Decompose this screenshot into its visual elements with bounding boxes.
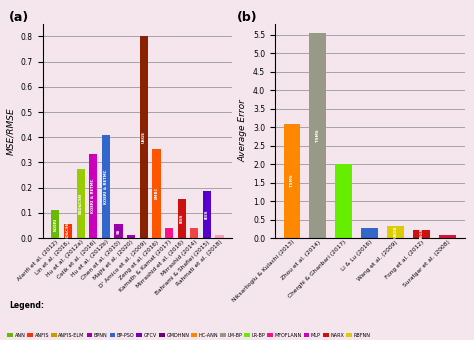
Text: ESD&CSN: ESD&CSN	[66, 221, 70, 241]
Bar	[152, 149, 161, 238]
Legend: ANN, ANFIS, ANFIS-ELM, BPNN, BP-PSO, GFCV, GMDHNN, HC-ANN, LM-BP, LR-BP, MFOFLAN: ANN, ANFIS, ANFIS-ELM, BPNN, BP-PSO, GFC…	[7, 333, 370, 338]
Bar	[140, 36, 148, 238]
Bar	[439, 235, 456, 238]
Text: KOERI: KOERI	[54, 218, 57, 231]
Bar	[76, 169, 85, 238]
Text: IEES: IEES	[205, 210, 209, 219]
Bar	[310, 33, 326, 238]
Bar	[203, 191, 211, 238]
Bar	[165, 228, 173, 238]
Bar	[114, 224, 123, 238]
Bar	[190, 228, 199, 238]
Text: IEES: IEES	[180, 214, 183, 223]
Text: KOERI & RETMC: KOERI & RETMC	[91, 178, 95, 213]
Text: EMBC: EMBC	[155, 187, 158, 200]
Text: KOERI & RETMC: KOERI & RETMC	[104, 169, 108, 204]
Bar	[102, 135, 110, 238]
Bar	[387, 226, 404, 238]
Text: USGS: USGS	[142, 131, 146, 143]
Text: USGS: USGS	[419, 228, 424, 240]
Bar	[336, 164, 352, 238]
Bar	[413, 230, 430, 238]
Text: (a): (a)	[9, 11, 29, 24]
Text: SS: SS	[117, 228, 120, 234]
Bar	[127, 236, 135, 238]
Bar	[361, 228, 378, 238]
Bar	[216, 236, 224, 238]
Y-axis label: MSE/RMSE: MSE/RMSE	[6, 107, 15, 155]
Bar	[51, 210, 59, 238]
Text: ESD&CSN: ESD&CSN	[79, 193, 82, 214]
Y-axis label: Average Error: Average Error	[238, 100, 247, 162]
Text: Legend:: Legend:	[9, 301, 45, 310]
Bar	[178, 199, 186, 238]
Bar	[89, 154, 97, 238]
Text: USGS: USGS	[393, 226, 398, 238]
Bar	[283, 123, 301, 238]
Text: (b): (b)	[237, 11, 258, 24]
Bar	[64, 224, 72, 238]
Text: TSMS: TSMS	[290, 174, 294, 187]
Text: TSMS: TSMS	[316, 129, 320, 142]
